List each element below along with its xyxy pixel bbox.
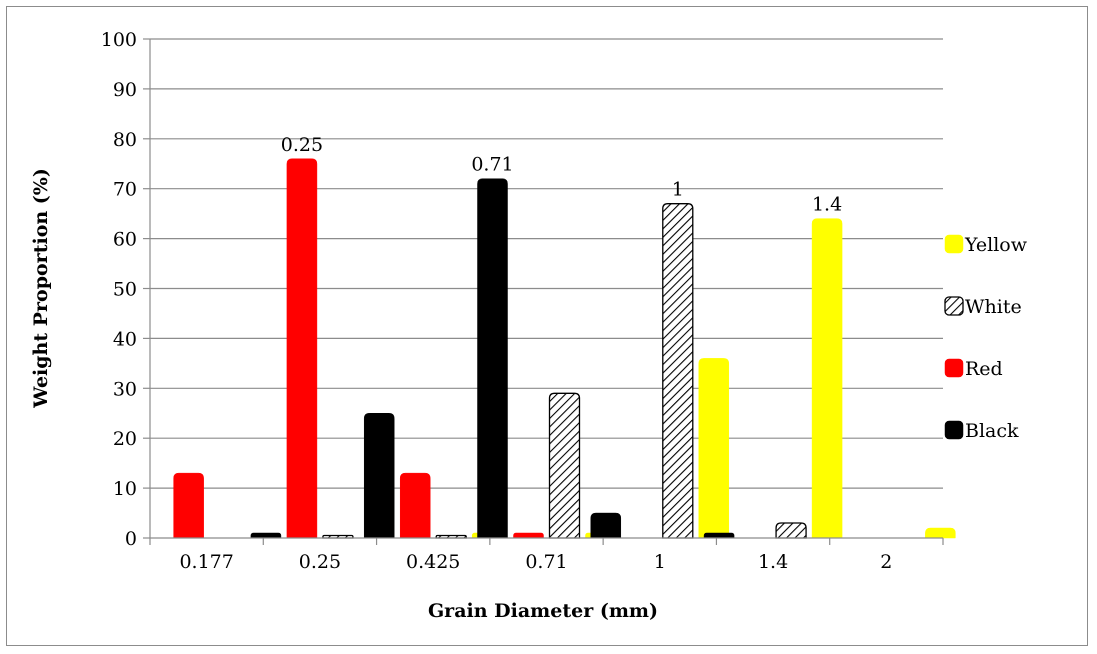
y-tick-label: 80 (113, 129, 137, 151)
bar-yellow-2 (925, 527, 956, 539)
bar-white-1.4 (775, 522, 807, 539)
y-tick-label: 70 (113, 179, 137, 201)
chart-frame (6, 6, 1088, 646)
y-tick-label: 60 (113, 229, 137, 251)
x-tick-label: 0.25 (299, 551, 341, 573)
data-label: 0.25 (281, 134, 323, 156)
legend-swatch-white (944, 296, 964, 316)
y-tick-label: 20 (113, 428, 137, 450)
y-tick-label: 0 (125, 528, 137, 550)
y-tick-label: 50 (113, 279, 137, 301)
bar-red-0.71 (513, 532, 544, 539)
y-tick-label: 90 (113, 79, 137, 101)
bar-black-0.425 (363, 413, 395, 539)
axes: 0 10 20 30 40 50 60 70 80 90 100 0.177 0.25 0.425 0.71… (101, 29, 944, 573)
bar-yellow-1 (698, 358, 730, 539)
gridlines (150, 38, 943, 489)
bar-white-1 (662, 203, 694, 539)
bar-yellow-1.4 (811, 218, 843, 539)
bars: 0.25 0.71 1 1.4 (173, 134, 956, 539)
x-tick-label: 0.177 (179, 551, 233, 573)
x-tick-label: 1.4 (758, 551, 788, 573)
y-tick-label: 30 (113, 378, 137, 400)
x-tick-label: 0.71 (525, 551, 567, 573)
x-tick-label: 0.425 (406, 551, 460, 573)
bar-black-0.25 (250, 532, 282, 539)
bar-black-0.71 (477, 178, 508, 539)
bar-red-0.425 (399, 472, 431, 539)
y-tick-label: 10 (113, 478, 137, 500)
bar-red-0.25 (286, 158, 318, 539)
legend-swatch-yellow (944, 234, 964, 254)
x-tick-label: 1 (654, 551, 666, 573)
legend-label-red: Red (965, 358, 1003, 380)
legend-label-black: Black (965, 420, 1019, 442)
data-label: 1.4 (812, 194, 842, 216)
bar-white-0.71 (548, 392, 581, 539)
legend-label-yellow: Yellow (964, 234, 1028, 256)
legend-swatch-red (944, 358, 964, 378)
bar-white-0.25 (322, 534, 354, 539)
legend-swatch-black (944, 420, 964, 440)
legend: Yellow White Red Black (944, 234, 1028, 442)
data-label: 0.71 (471, 154, 513, 176)
bar-black-1.4 (703, 532, 735, 539)
bar-black-1 (590, 512, 622, 539)
y-axis-title: Weight Proportion (%) (30, 168, 52, 409)
legend-label-white: White (965, 296, 1022, 318)
bar-white-0.425 (435, 534, 467, 539)
y-tick-label: 100 (101, 29, 137, 51)
data-label: 1 (672, 179, 684, 201)
x-axis-title: Grain Diameter (mm) (428, 600, 658, 622)
y-tick-label: 40 (113, 328, 137, 350)
bar-red-0.177 (173, 472, 204, 539)
x-tick-label: 2 (880, 551, 892, 573)
